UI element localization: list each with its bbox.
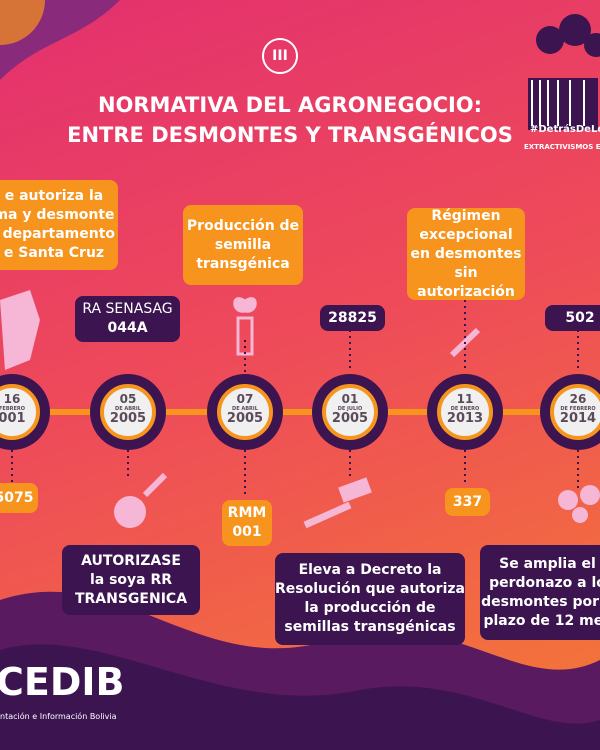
bottom-line: AUTORIZASE bbox=[81, 552, 181, 569]
title-line: NORMATIVA DEL AGRONEGOCIO: bbox=[97, 93, 483, 117]
date-badge: 11 DE ENERO 2013 bbox=[427, 374, 503, 450]
section-number: III bbox=[262, 38, 298, 74]
date-badge: 01 DE JULIO 2005 bbox=[312, 374, 388, 450]
top-line: en desmontes bbox=[410, 245, 522, 262]
top-line: sin autorización bbox=[417, 264, 515, 300]
bottom-line: la producción de bbox=[304, 600, 436, 616]
top-box: Producción de semilla transgénica bbox=[183, 205, 303, 285]
hashtag: #DetrásDeLos bbox=[530, 124, 600, 135]
date-badge: 26 DE FEBRERO 2014 bbox=[540, 374, 600, 450]
year: 2014 bbox=[559, 411, 597, 426]
date: 26 DE FEBRERO 2014 bbox=[550, 384, 600, 440]
bottom-line: 337 bbox=[452, 493, 483, 510]
bottom-box: 337 bbox=[445, 488, 490, 516]
bottom-box: RMM 001 bbox=[222, 500, 272, 546]
date: 11 DE ENERO 2013 bbox=[437, 384, 493, 440]
title-line: ENTRE DESMONTES Y TRANSGÉNICOS bbox=[67, 123, 513, 147]
top-line: 28825 bbox=[328, 309, 377, 326]
day: 26 bbox=[569, 392, 587, 406]
top-line: l departamento bbox=[0, 226, 116, 242]
day: 11 bbox=[456, 392, 474, 406]
date-badge: 07 DE ABRIL 2005 bbox=[207, 374, 283, 450]
bottom-line: Eleva a Decreto la bbox=[298, 562, 442, 578]
top-line: transgénica bbox=[196, 255, 290, 272]
bottom-line: semillas transgénicas bbox=[284, 619, 456, 635]
top-line: e Santa Cruz bbox=[3, 245, 105, 261]
logo: CEDIB bbox=[0, 660, 125, 704]
bottom-line: la soya RR bbox=[89, 571, 173, 588]
bottom-line: Se amplia el bbox=[499, 555, 596, 572]
top-line: semilla bbox=[214, 236, 272, 253]
top-box: 28825 bbox=[320, 305, 385, 331]
month: FEBRERO bbox=[0, 406, 25, 412]
month: DE FEBRERO bbox=[560, 406, 596, 412]
date: 16 FEBRERO 001 bbox=[0, 384, 40, 440]
top-line: RA SENASAG bbox=[82, 301, 173, 317]
bottom-box: 5075 bbox=[0, 483, 38, 513]
bottom-line: RMM bbox=[227, 505, 267, 521]
top-box: 502 bbox=[545, 305, 600, 331]
day: 07 bbox=[236, 392, 254, 406]
bottom-line: 001 bbox=[232, 524, 262, 540]
date: 05 DE ABRIL 2005 bbox=[100, 384, 156, 440]
bottom-line: 5075 bbox=[0, 489, 34, 506]
month: DE ENERO bbox=[450, 406, 480, 412]
top-box: Régimen excepcional en desmontes sin autori… bbox=[407, 208, 525, 300]
year: 001 bbox=[0, 411, 26, 426]
year: 2005 bbox=[331, 411, 369, 426]
bottom-line: plazo de 12 mes bbox=[483, 612, 600, 629]
top-box: e autoriza la ma y desmonte l departamento… bbox=[0, 180, 118, 270]
bottom-box: Se amplia el perdonazo a lo desmontes por … bbox=[480, 545, 600, 640]
top-line: Régimen bbox=[431, 207, 501, 224]
month: DE ABRIL bbox=[115, 406, 141, 412]
date-badge: 16 FEBRERO 001 bbox=[0, 374, 50, 450]
bottom-box: AUTORIZASE la soya RR TRANSGENICA bbox=[62, 545, 200, 615]
year: 2005 bbox=[226, 411, 264, 426]
date: 01 DE JULIO 2005 bbox=[322, 384, 378, 440]
bottom-line: perdonazo a lo bbox=[489, 574, 600, 591]
title: NORMATIVA DEL AGRONEGOCIO: ENTRE DESMONT… bbox=[60, 90, 520, 150]
top-line: ma y desmonte bbox=[0, 207, 115, 223]
top-line: Producción de bbox=[186, 217, 300, 234]
month: DE JULIO bbox=[337, 406, 363, 412]
bottom-line: Resolución que autoriza bbox=[275, 581, 465, 597]
top-box: RA SENASAG 044A bbox=[75, 296, 180, 342]
year: 2005 bbox=[109, 411, 147, 426]
bottom-line: TRANSGENICA bbox=[74, 590, 188, 607]
top-line: 044A bbox=[107, 320, 148, 336]
day: 16 bbox=[3, 392, 21, 406]
year: 2013 bbox=[446, 411, 484, 426]
month: DE ABRIL bbox=[232, 406, 258, 412]
top-line: e autoriza la bbox=[4, 188, 104, 204]
top-line: 502 bbox=[565, 309, 595, 326]
day: 01 bbox=[341, 392, 359, 406]
day: 05 bbox=[119, 392, 137, 406]
top-line: excepcional bbox=[419, 226, 513, 243]
bottom-box: Eleva a Decreto la Resolución que autoriz… bbox=[275, 553, 465, 645]
date: 07 DE ABRIL 2005 bbox=[217, 384, 273, 440]
tagline: EXTRACTIVISMOS EN L bbox=[524, 143, 600, 151]
date-badge: 05 DE ABRIL 2005 bbox=[90, 374, 166, 450]
bottom-line: desmontes por u bbox=[481, 593, 600, 610]
org-name: ntación e Información Bolivia bbox=[0, 712, 117, 721]
